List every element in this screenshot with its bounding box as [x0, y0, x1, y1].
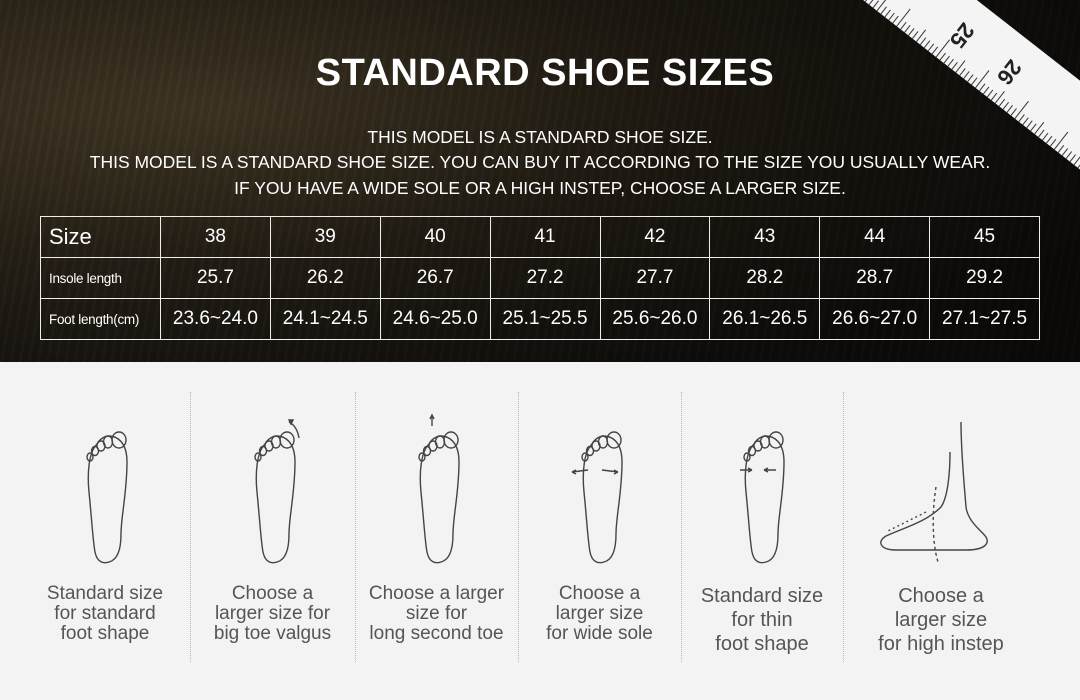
- table-row: Insole length 25.7 26.2 26.7 27.2 27.7 28.2 28.…: [40, 257, 1040, 299]
- table-cell: 41: [489, 216, 601, 258]
- note-line-3: IF YOU HAVE A WIDE SOLE OR A HIGH INSTEP…: [234, 178, 846, 198]
- table-cell: 45: [929, 216, 1040, 258]
- foot-type-card: Choose a larger size for wide sole: [518, 392, 681, 672]
- standard-foot-icon: [20, 412, 190, 572]
- table-cell: 25.7: [160, 257, 271, 299]
- caption-line: Choose a: [898, 585, 984, 607]
- caption-line: size for: [405, 603, 468, 624]
- table-cell: 44: [819, 216, 931, 258]
- page-title: STANDARD SHOE SIZES: [315, 52, 775, 94]
- caption-line: for standard: [54, 603, 156, 624]
- table-cell: 28.7: [819, 257, 931, 299]
- table-cell: 43: [709, 216, 821, 258]
- wide-sole-foot-icon: [518, 412, 681, 572]
- row-header: Insole length: [40, 257, 161, 299]
- table-cell: 24.1~24.5: [269, 298, 381, 340]
- caption-line: long second toe: [369, 623, 504, 644]
- note-line-1: THIS MODEL IS A STANDARD SHOE SIZE.: [367, 127, 713, 147]
- row-header: Foot length(cm): [40, 298, 161, 340]
- table-cell: 27.1~27.5: [929, 298, 1040, 340]
- table-cell: 26.1~26.5: [709, 298, 821, 340]
- long-second-toe-foot-icon: [355, 412, 518, 572]
- note-line-2: THIS MODEL IS A STANDARD SHOE SIZE. YOU …: [89, 152, 991, 172]
- caption-line: Standard size: [46, 583, 164, 604]
- table-cell: 40: [379, 216, 491, 258]
- table-cell: 24.6~25.0: [379, 298, 491, 340]
- table-row: Size 38 39 40 41 42 43 44 45: [40, 216, 1040, 258]
- size-table: Size 38 39 40 41 42 43 44 45 Insole length 25.7 26.…: [40, 216, 1040, 340]
- caption-line: big toe valgus: [213, 623, 332, 644]
- foot-shape-guide: Standard size for standard foot shape Choos…: [0, 362, 1080, 700]
- row-header: Size: [40, 216, 161, 258]
- caption-line: for wide sole: [546, 623, 653, 644]
- table-row: Foot length(cm) 23.6~24.0 24.1~24.5 24.6~25…: [40, 298, 1040, 340]
- caption-line: larger size: [894, 609, 988, 631]
- table-cell: 39: [269, 216, 381, 258]
- table-cell: 28.2: [709, 257, 821, 299]
- ruler-number: 25: [944, 18, 980, 53]
- caption-line: Choose a: [558, 583, 641, 604]
- caption-line: Standard size: [700, 585, 824, 607]
- foot-type-card: Choose a larger size for big toe valgus: [190, 392, 355, 672]
- table-cell: 26.7: [379, 257, 491, 299]
- table-cell: 38: [160, 216, 271, 258]
- table-cell: 42: [599, 216, 711, 258]
- foot-type-card: Choose a larger size for high instep: [843, 392, 1039, 672]
- caption-line: foot shape: [715, 633, 809, 655]
- caption-line: larger size: [555, 603, 644, 624]
- caption-line: Choose a: [231, 583, 314, 604]
- foot-type-card: Standard size for standard foot shape: [20, 392, 190, 672]
- caption-line: for high instep: [878, 633, 1004, 655]
- caption-line: Choose a larger: [368, 583, 505, 604]
- table-cell: 25.6~26.0: [599, 298, 711, 340]
- foot-type-card: Choose a larger size for long second toe: [355, 392, 518, 672]
- foot-type-card: Standard size for thin foot shape: [681, 392, 843, 672]
- table-cell: 29.2: [929, 257, 1040, 299]
- table-cell: 27.2: [489, 257, 601, 299]
- high-instep-foot-icon: [843, 412, 1039, 572]
- caption-line: for thin: [731, 609, 793, 631]
- size-chart-banner: 25 26 STANDARD SHOE SIZES THIS MODEL IS A…: [0, 0, 1080, 362]
- caption-line: larger size for: [214, 603, 331, 624]
- table-cell: 23.6~24.0: [160, 298, 271, 340]
- table-cell: 26.2: [269, 257, 381, 299]
- caption-line: foot shape: [60, 623, 150, 644]
- big-toe-valgus-foot-icon: [190, 412, 355, 572]
- table-cell: 26.6~27.0: [819, 298, 931, 340]
- thin-foot-icon: [681, 412, 843, 572]
- table-cell: 25.1~25.5: [489, 298, 601, 340]
- table-cell: 27.7: [599, 257, 711, 299]
